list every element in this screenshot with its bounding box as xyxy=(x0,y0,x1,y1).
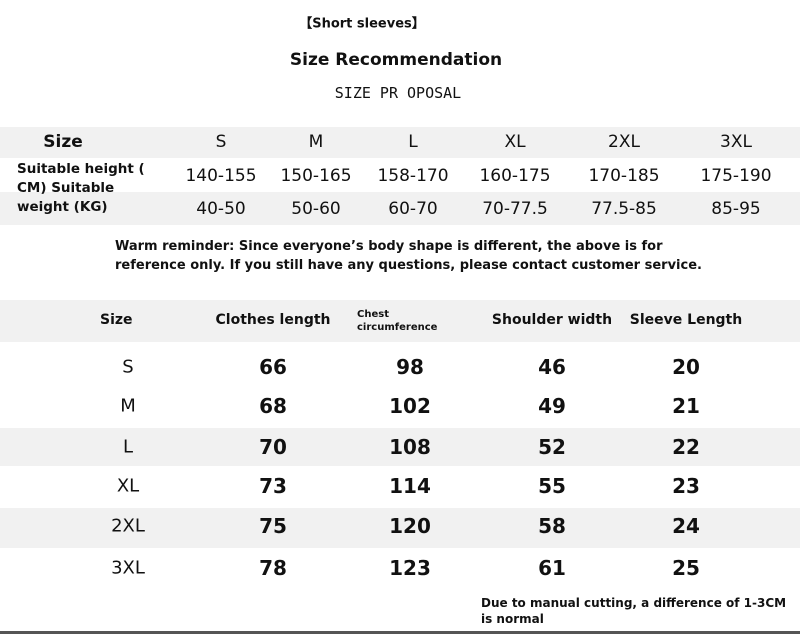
cell: 61 xyxy=(538,556,566,580)
column-header: Clothes length xyxy=(215,312,331,328)
cell: 2XL xyxy=(111,515,145,537)
row-band xyxy=(0,300,800,342)
bottom-edge xyxy=(0,631,800,634)
cell: S xyxy=(122,356,134,378)
cell: 123 xyxy=(389,556,431,580)
row-band xyxy=(0,127,800,158)
cell: 40-50 xyxy=(196,199,246,219)
row-band xyxy=(0,192,800,225)
cell: 21 xyxy=(672,394,700,418)
cell: M xyxy=(120,395,136,417)
title: Size Recommendation xyxy=(289,50,503,70)
cell: 55 xyxy=(538,474,566,498)
cell: 98 xyxy=(396,355,424,379)
cell: 60-70 xyxy=(388,199,438,219)
cell: 102 xyxy=(389,394,431,418)
cell: 20 xyxy=(672,355,700,379)
cell: 75 xyxy=(259,514,287,538)
cell: 49 xyxy=(538,394,566,418)
cell: 23 xyxy=(672,474,700,498)
label: 【Short sleeves】 xyxy=(299,16,425,32)
column-header: 2XL xyxy=(608,132,640,152)
cell: 70 xyxy=(259,435,287,459)
cell: 160-175 xyxy=(479,166,551,186)
column-header: L xyxy=(408,132,418,152)
cell: 140-155 xyxy=(185,166,257,186)
cell: XL xyxy=(116,475,140,497)
cell: 52 xyxy=(538,435,566,459)
cell: 22 xyxy=(672,435,700,459)
column-header: S xyxy=(215,132,227,152)
cell: 46 xyxy=(538,355,566,379)
cell: 85-95 xyxy=(711,199,761,219)
cell: 24 xyxy=(672,514,700,538)
cell: 66 xyxy=(259,355,287,379)
cell: 78 xyxy=(259,556,287,580)
column-header: 3XL xyxy=(720,132,752,152)
column-header: Sleeve Length xyxy=(629,312,743,328)
cell: 58 xyxy=(538,514,566,538)
cell: 77.5-85 xyxy=(591,199,657,219)
cell: L xyxy=(122,436,134,458)
cell: 158-170 xyxy=(377,166,449,186)
cell: 114 xyxy=(389,474,431,498)
column-header: XL xyxy=(504,132,526,152)
row-band xyxy=(0,508,800,548)
cell: 3XL xyxy=(111,557,145,579)
column-header: Size xyxy=(100,312,133,328)
cell: 73 xyxy=(259,474,287,498)
cell: 68 xyxy=(259,394,287,418)
column-header: Chest circumference xyxy=(357,309,438,333)
cell: 150-165 xyxy=(280,166,352,186)
cell: 50-60 xyxy=(291,199,341,219)
cell: 25 xyxy=(672,556,700,580)
cell: 108 xyxy=(389,435,431,459)
footer: Due to manual cutting, a difference of 1… xyxy=(481,596,787,626)
cell: 120 xyxy=(389,514,431,538)
subtitle: SIZE PR OPOSAL xyxy=(334,84,462,102)
column-header: Shoulder width xyxy=(491,312,613,328)
column-header: Size xyxy=(43,132,83,152)
cell: 70-77.5 xyxy=(482,199,548,219)
row-band xyxy=(0,428,800,466)
cell: 175-190 xyxy=(700,166,772,186)
cell: 170-185 xyxy=(588,166,660,186)
note: Warm reminder: Since everyone’s body sha… xyxy=(115,239,702,273)
row-label: Suitable height ( CM) Suitable weight (K… xyxy=(17,161,145,215)
column-header: M xyxy=(308,132,324,152)
